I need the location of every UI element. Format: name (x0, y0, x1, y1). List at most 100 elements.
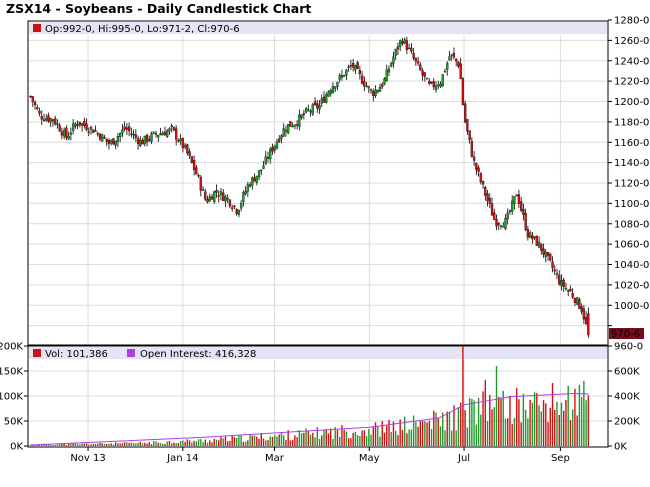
candle-down (177, 140, 180, 142)
candle-down (78, 121, 81, 126)
volume-bar-down (218, 440, 220, 446)
volume-bar-up (191, 442, 193, 446)
volume-right-tick-label: 400K (614, 392, 640, 403)
candle-down (416, 61, 420, 64)
candle-down (580, 306, 583, 312)
candle-up (383, 78, 386, 85)
price-axis: 960-0 1000-0 1020-0 1040-0 1060-0 1080-0 1100-… (608, 16, 649, 353)
candle-down (428, 80, 431, 84)
candle-down (222, 192, 225, 201)
candle-up (327, 91, 330, 97)
last-price-box (609, 328, 644, 339)
volume-bar-down (258, 438, 260, 446)
candle-down (555, 273, 559, 275)
candle-up (291, 125, 294, 128)
last-price-label: 970-6 (611, 329, 640, 340)
volume-bar-up (338, 436, 341, 446)
volume-bar-up (92, 443, 94, 446)
volume-bar-down (392, 421, 395, 446)
candle-up (504, 218, 507, 230)
candle-up (334, 86, 337, 89)
candle-up (511, 200, 514, 212)
candle-up (304, 108, 308, 113)
candle-up (567, 290, 570, 292)
volume-bar-up (583, 380, 585, 446)
volume-bar-up (424, 421, 426, 446)
candle-down (363, 81, 366, 87)
candle-up (69, 132, 73, 135)
candle-down (186, 144, 189, 154)
candle-up (318, 104, 321, 110)
price-tick-label: 1020-0 (614, 280, 649, 291)
volume-bar-up (170, 443, 173, 446)
volume-bar-up (475, 424, 478, 446)
volume-bar-up (368, 429, 370, 446)
volume-bar-down (101, 443, 103, 446)
candle-down (490, 203, 494, 216)
candle-down (405, 40, 409, 50)
candle-up (437, 84, 440, 87)
candle-up (376, 90, 379, 93)
candle-down (215, 190, 218, 193)
volume-bar-down (83, 443, 86, 446)
x-tick-label: May (359, 453, 380, 464)
volume-bar-up (495, 366, 498, 446)
candle-up (329, 90, 332, 94)
candle-up (246, 184, 249, 192)
volume-bar-up (76, 443, 79, 446)
volume-bar-up (265, 440, 267, 446)
candle-down (573, 298, 577, 304)
price-tick-label: 960-0 (614, 342, 643, 353)
price-tick-label: 1060-0 (614, 240, 649, 251)
candle-up (159, 133, 162, 135)
volume-bar-down (287, 430, 289, 446)
volume-bar-up (97, 443, 99, 446)
candle-down (522, 208, 525, 215)
candle-up (219, 191, 223, 195)
candle-down (540, 243, 543, 251)
candle-down (468, 130, 471, 141)
volume-bar-down (123, 442, 126, 446)
volume-bar-up (471, 398, 473, 446)
volume-bar-down (325, 429, 327, 446)
volume-bar-up (442, 412, 444, 446)
price-tick-label: 1040-0 (614, 260, 649, 271)
volume-bar-down (500, 397, 502, 446)
volume-bar-down (220, 436, 222, 446)
volume-bar-down (271, 436, 274, 446)
candle-down (204, 191, 207, 200)
volume-bar-down (551, 383, 554, 446)
candle-down (459, 63, 462, 80)
volume-bar-up (455, 430, 457, 446)
candle-down (463, 103, 467, 123)
volume-bar-up (235, 437, 238, 446)
volume-bar-up (159, 443, 162, 446)
candle-up (439, 83, 442, 87)
price-tick-label: 1080-0 (614, 219, 649, 230)
price-legend-band (29, 22, 607, 34)
candle-up (143, 135, 146, 145)
volume-bar-up (274, 434, 276, 446)
candle-up (168, 128, 171, 132)
volume-bar-down (459, 402, 462, 446)
volume-left-tick-label: 0K (10, 442, 23, 453)
candle-up (528, 232, 532, 238)
volume-bar-down (515, 387, 518, 446)
candle-down (430, 81, 433, 84)
volume-bar-down (509, 395, 511, 446)
volume-bar-down (260, 433, 262, 446)
candle-up (157, 135, 160, 138)
candle-down (414, 57, 418, 62)
candle-down (217, 195, 220, 197)
candle-down (477, 167, 480, 172)
x-tick-label: Sep (551, 453, 570, 464)
candle-up (499, 225, 503, 227)
volume-bar-up (560, 402, 563, 446)
volume-bar-down (397, 435, 399, 446)
volume-bar-down (72, 443, 74, 446)
volume-bar-down (446, 411, 448, 446)
candle-up (506, 212, 509, 220)
candle-down (515, 194, 518, 197)
x-axis: Nov 13 Jan 14 Mar May Jul Sep (70, 447, 570, 464)
volume-bar-up (282, 435, 285, 446)
